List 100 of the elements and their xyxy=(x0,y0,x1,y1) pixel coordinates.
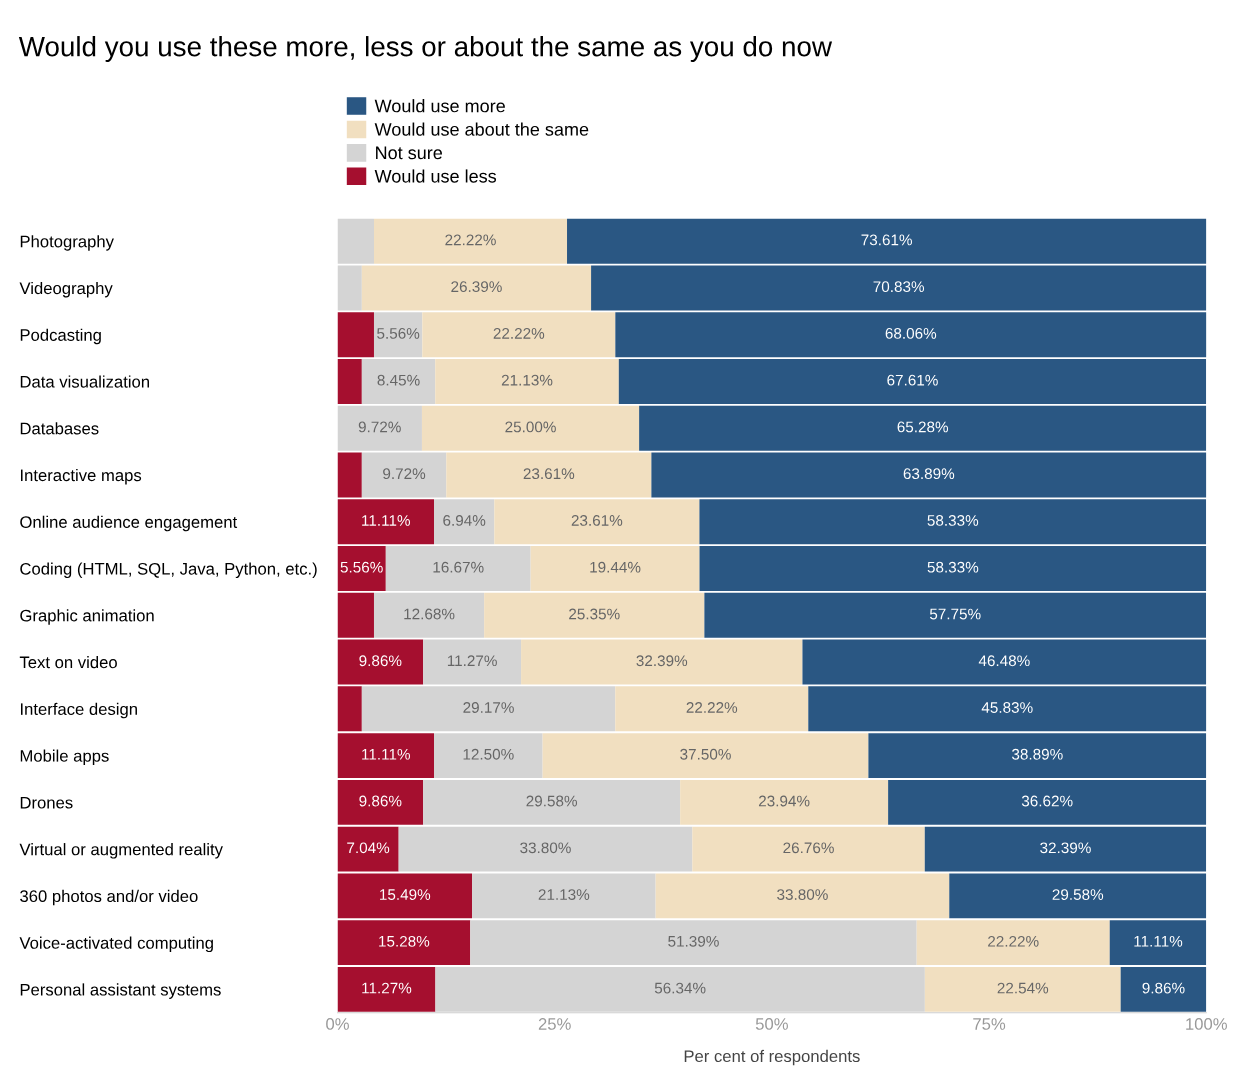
bar xyxy=(361,686,616,732)
data-label: 29.58% xyxy=(526,795,578,807)
bar xyxy=(699,546,1207,591)
x-tick-label: 0% xyxy=(326,1018,349,1030)
bar xyxy=(373,312,423,358)
y-tick-label: Voice-activated computing xyxy=(19,936,213,953)
data-label: 37.50% xyxy=(680,748,731,760)
data-label: 68.06% xyxy=(885,327,937,339)
data-label: 15.49% xyxy=(380,889,431,900)
y-tick-label: Podcasting xyxy=(20,328,101,345)
data-label: 25.00% xyxy=(505,421,556,433)
bar xyxy=(868,733,1207,779)
x-tick-label: 50% xyxy=(755,1018,788,1030)
legend-label: Would use less xyxy=(374,169,497,183)
bar xyxy=(699,499,1207,545)
bar xyxy=(542,733,869,779)
data-label: 9.72% xyxy=(383,468,426,480)
data-label: 58.33% xyxy=(927,561,979,573)
data-label: 57.75% xyxy=(929,608,981,620)
data-label: 5.56% xyxy=(377,327,420,339)
data-label: 32.39% xyxy=(1040,842,1091,854)
data-label: 70.83% xyxy=(873,281,925,293)
data-label: 11.27% xyxy=(362,982,412,994)
bar xyxy=(337,405,422,451)
data-label: 21.13% xyxy=(538,889,590,900)
legend-label: Would use about the same xyxy=(374,122,589,136)
data-label: 19.44% xyxy=(590,561,641,573)
bar xyxy=(802,639,1207,685)
data-label: 12.68% xyxy=(404,608,455,620)
data-label: 58.33% xyxy=(927,515,979,526)
x-tick-label: 75% xyxy=(973,1018,1006,1030)
y-tick-label: Interactive maps xyxy=(20,468,142,485)
data-label: 11.27% xyxy=(447,655,497,667)
y-tick-label: Databases xyxy=(20,422,99,435)
y-tick-label: Graphic animation xyxy=(20,609,154,625)
bar xyxy=(422,312,616,358)
bar xyxy=(1109,920,1207,966)
bar xyxy=(470,920,917,966)
bar xyxy=(337,733,435,779)
bar xyxy=(373,592,485,638)
data-label: 9.86% xyxy=(1142,982,1185,994)
chart-title: Would you use these more, less or about the same as you do now xyxy=(18,36,833,62)
y-tick-label: Personal assistant systems xyxy=(20,983,221,999)
bar xyxy=(385,546,531,591)
data-label: 22.54% xyxy=(997,982,1049,994)
bar xyxy=(361,452,447,498)
data-label: 33.80% xyxy=(520,842,571,854)
y-tick-label: Data visualization xyxy=(20,375,149,388)
data-label: 23.61% xyxy=(523,468,575,480)
bar xyxy=(1120,966,1207,1012)
y-tick-label: Photography xyxy=(20,235,114,251)
x-tick-label: 25% xyxy=(538,1018,571,1030)
bar xyxy=(337,639,424,685)
data-label: 22.22% xyxy=(686,702,738,713)
data-label: 36.62% xyxy=(1021,795,1073,807)
data-label: 21.13% xyxy=(501,374,553,386)
bar xyxy=(337,966,436,1012)
data-label: 65.28% xyxy=(897,421,949,433)
bar xyxy=(421,405,640,451)
data-label: 11.11% xyxy=(1134,935,1183,947)
bar xyxy=(521,639,803,685)
data-label: 73.61% xyxy=(861,234,912,246)
data-label: 32.39% xyxy=(636,655,688,667)
legend-label: Would use more xyxy=(374,99,505,113)
data-label: 12.50% xyxy=(463,748,514,760)
x-axis-title: Per cent of respondents xyxy=(684,1049,860,1066)
y-tick-label: Virtual or augmented reality xyxy=(19,843,223,859)
data-label: 63.89% xyxy=(903,468,955,480)
data-label: 8.45% xyxy=(377,374,420,386)
data-label: 26.76% xyxy=(783,842,834,854)
data-label: 33.80% xyxy=(777,889,828,900)
data-label: 7.04% xyxy=(347,842,390,854)
data-label: 26.39% xyxy=(451,281,502,293)
bar xyxy=(615,312,1207,358)
data-label: 6.94% xyxy=(443,515,486,526)
bar xyxy=(423,639,522,685)
bar xyxy=(651,452,1207,498)
data-label: 29.58% xyxy=(1052,889,1104,900)
bar xyxy=(337,312,374,358)
data-label: 56.34% xyxy=(654,982,706,994)
data-label: 9.86% xyxy=(359,655,402,667)
bar xyxy=(337,546,386,591)
y-tick-label: Drones xyxy=(20,796,73,809)
data-label: 23.94% xyxy=(758,795,810,807)
bar xyxy=(337,779,424,825)
bar xyxy=(888,779,1207,825)
y-tick-label: Mobile apps xyxy=(20,749,109,766)
y-tick-label: Videography xyxy=(19,281,113,298)
data-label: 67.61% xyxy=(887,374,938,386)
data-label: 29.17% xyxy=(463,702,514,713)
bar xyxy=(704,592,1207,638)
y-tick-label: 360 photos and/or video xyxy=(20,889,198,906)
data-label: 9.72% xyxy=(358,421,401,433)
bar xyxy=(916,920,1110,966)
bar xyxy=(808,686,1207,732)
data-label: 11.11% xyxy=(362,748,410,760)
y-tick-label: Text on video xyxy=(19,656,117,669)
data-label: 45.83% xyxy=(981,702,1033,713)
data-label: 5.56% xyxy=(340,561,383,573)
data-label: 25.35% xyxy=(569,608,620,620)
